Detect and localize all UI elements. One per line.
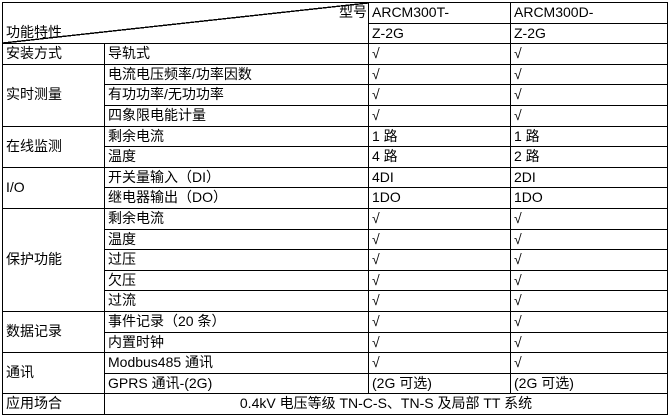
group-cell-application: 应用场合 <box>2 393 105 415</box>
value-cell: √ <box>510 84 668 106</box>
group-cell-install: 安装方式 <box>2 43 105 65</box>
value-cell: 4 路 <box>368 146 511 168</box>
group-cell-monitoring: 在线监测 <box>2 125 105 168</box>
value-cell: √ <box>510 352 668 374</box>
value-cell: √ <box>510 228 668 251</box>
value-cell: √ <box>368 84 511 106</box>
table-row: 继电器输出（DO） 1DO 1DO <box>3 187 668 209</box>
group-cell-datalog: 数据记录 <box>2 310 105 354</box>
value-cell: √ <box>510 331 668 354</box>
feature-cell: Modbus485 通讯 <box>104 352 369 374</box>
table-row: 在线监测 剩余电流 1 路 1 路 <box>2 125 668 168</box>
diagonal-header-cell: 型号 功能特性 <box>2 1 369 45</box>
feature-cell: 欠压 <box>104 269 369 292</box>
value-cell: √ <box>368 352 511 374</box>
value-cell: 2DI <box>510 166 668 189</box>
value-cell: (2G 可选) <box>510 372 668 395</box>
value-cell: 1 路 <box>368 125 511 148</box>
feature-cell: 导轨式 <box>104 43 369 65</box>
group-cell-protection: 保护功能 <box>2 207 105 312</box>
diagonal-line <box>3 3 368 43</box>
feature-cell: 温度 <box>104 146 369 168</box>
table-row: 内置时钟 √ √ <box>3 331 668 354</box>
feature-cell: 过压 <box>104 249 369 271</box>
value-cell: √ <box>510 43 668 65</box>
table-row: 欠压 √ √ <box>3 269 668 292</box>
feature-cell: 过流 <box>104 290 369 312</box>
value-cell: 1 路 <box>510 125 668 148</box>
feature-axis-label: 功能特性 <box>6 23 62 40</box>
application-value-cell: 0.4kV 电压等级 TN-C-S、TN-S 及局部 TT 系统 <box>104 393 668 415</box>
feature-cell: 内置时钟 <box>104 331 369 354</box>
value-cell: √ <box>368 331 511 354</box>
feature-cell: 开关量输入（DI） <box>104 166 369 189</box>
model-axis-label: 型号 <box>339 4 367 20</box>
value-cell: √ <box>368 310 511 333</box>
value-cell: √ <box>368 290 511 312</box>
feature-cell: 剩余电流 <box>104 207 369 230</box>
model-header-arcm300d-line1: ARCM300D- <box>510 2 668 24</box>
value-cell: √ <box>368 104 511 127</box>
value-cell: √ <box>368 63 511 86</box>
table-row: 实时测量 电流电压频率/功率因数 √ √ <box>2 63 668 127</box>
group-cell-io: I/O <box>2 166 105 209</box>
group-cell-comm: 通讯 <box>2 352 105 395</box>
feature-cell: 剩余电流 <box>104 125 369 148</box>
value-cell: √ <box>510 207 668 230</box>
feature-cell: 电流电压频率/功率因数 <box>104 63 369 86</box>
value-cell: √ <box>368 207 511 230</box>
feature-cell: 温度 <box>104 228 369 251</box>
value-cell: √ <box>368 228 511 251</box>
value-cell: √ <box>510 290 668 312</box>
feature-cell: 事件记录（20 条） <box>104 310 369 333</box>
table-row: I/O 开关量输入（DI） 4DI 2DI <box>2 166 668 209</box>
table-row: 过压 √ √ <box>3 249 668 271</box>
table-row: 四象限电能计量 √ √ <box>3 104 668 127</box>
table-row: 安装方式 导轨式 √ √ <box>2 43 668 65</box>
feature-cell: 四象限电能计量 <box>104 104 369 127</box>
table-row: 数据记录 事件记录（20 条） √ √ <box>2 310 668 354</box>
model-header-arcm300t-line2: Z-2G <box>368 22 511 45</box>
table-row: 温度 √ √ <box>3 228 668 251</box>
value-cell: (2G 可选) <box>368 372 511 395</box>
feature-cell: 有功功率/无功功率 <box>104 84 369 106</box>
value-cell: √ <box>368 43 511 65</box>
value-cell: √ <box>510 104 668 127</box>
feature-cell: 继电器输出（DO） <box>104 187 369 209</box>
table-row: 通讯 Modbus485 通讯 √ √ <box>2 352 668 395</box>
table-row: 过流 √ √ <box>3 290 668 312</box>
value-cell: 2 路 <box>510 146 668 168</box>
value-cell: √ <box>510 63 668 86</box>
value-cell: 1DO <box>368 187 511 209</box>
group-cell-realtime: 实时测量 <box>2 63 105 127</box>
value-cell: √ <box>510 249 668 271</box>
value-cell: 4DI <box>368 166 511 189</box>
value-cell: 1DO <box>510 187 668 209</box>
table-row: 应用场合 0.4kV 电压等级 TN-C-S、TN-S 及局部 TT 系统 <box>2 393 668 415</box>
value-cell: √ <box>368 249 511 271</box>
model-header-arcm300t-line1: ARCM300T- <box>368 2 511 24</box>
model-header-arcm300d-line2: Z-2G <box>510 22 668 45</box>
table-row: 有功功率/无功功率 √ √ <box>3 84 668 106</box>
value-cell: √ <box>368 269 511 292</box>
value-cell: √ <box>510 310 668 333</box>
value-cell: √ <box>510 269 668 292</box>
table-row: GPRS 通讯-(2G) (2G 可选) (2G 可选) <box>3 372 668 395</box>
feature-cell: GPRS 通讯-(2G) <box>104 372 369 395</box>
table-row: 温度 4 路 2 路 <box>3 146 668 168</box>
table-row: 保护功能 剩余电流 √ √ <box>2 207 668 312</box>
